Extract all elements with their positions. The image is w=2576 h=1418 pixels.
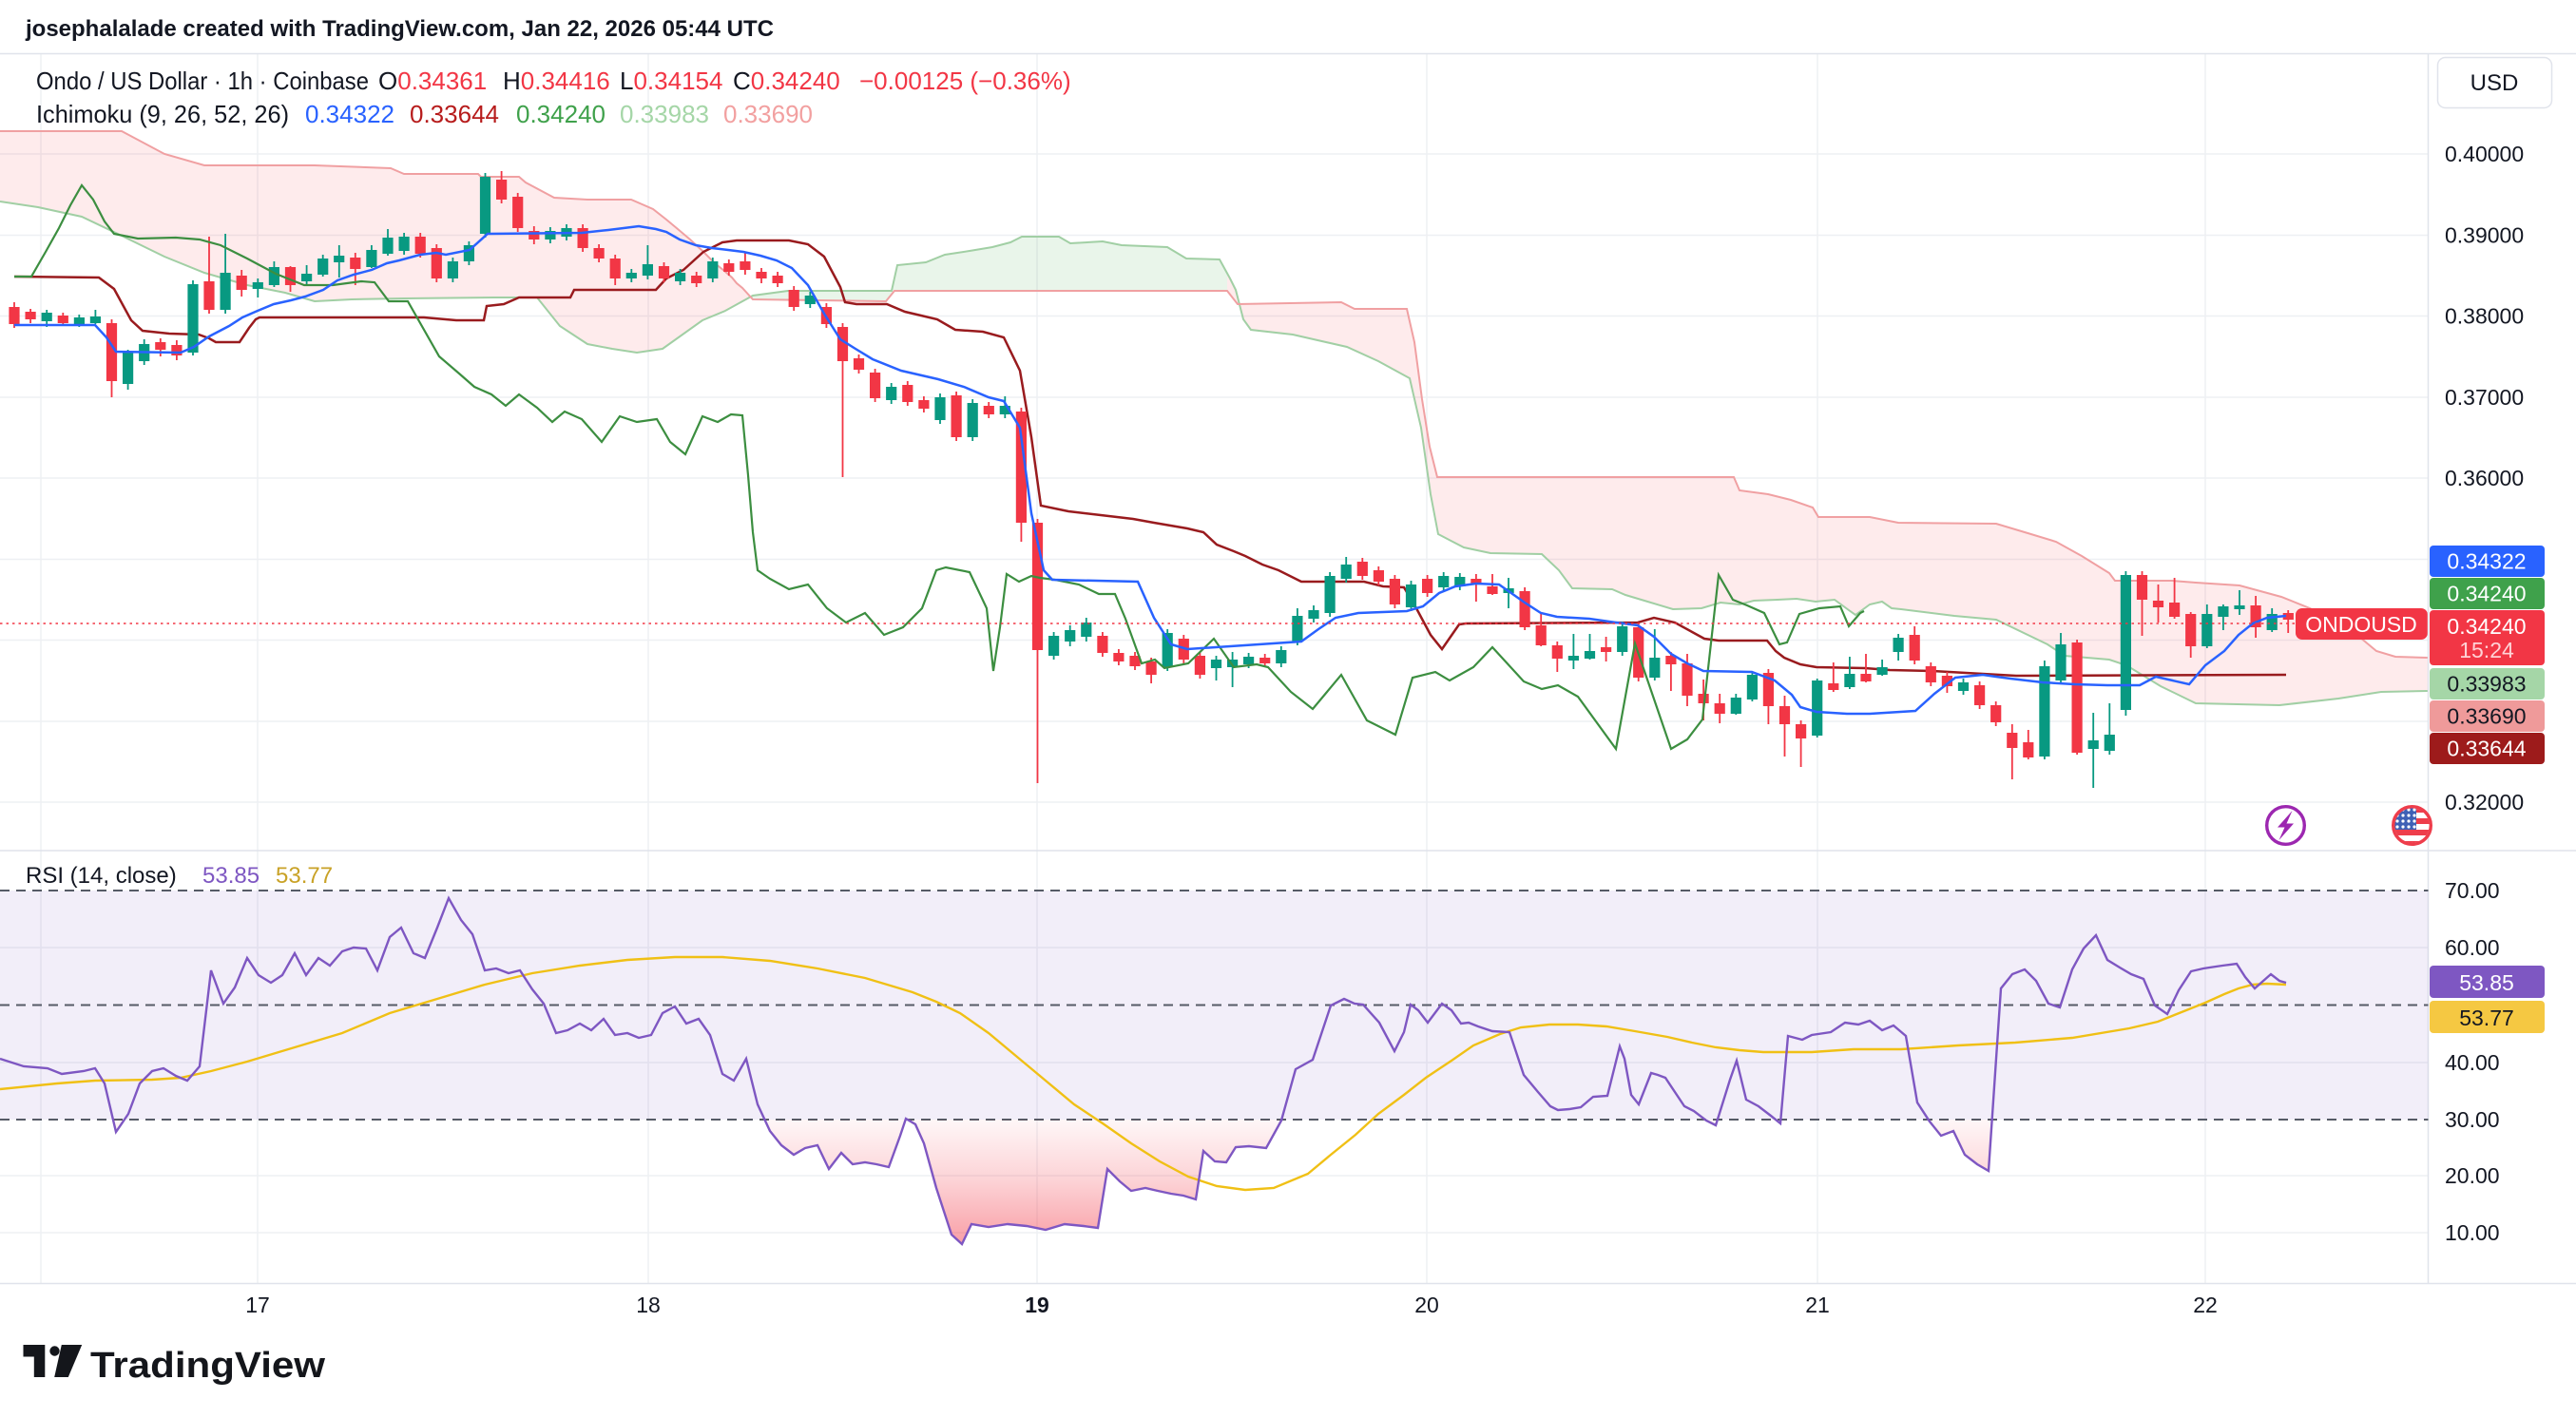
svg-text:0.33644: 0.33644 <box>2447 737 2526 761</box>
svg-text:0.39000: 0.39000 <box>2445 223 2524 248</box>
svg-text:19: 19 <box>1025 1293 1049 1317</box>
svg-text:53.85: 53.85 <box>2459 970 2514 995</box>
svg-text:0.33644: 0.33644 <box>410 100 499 128</box>
svg-text:21: 21 <box>1805 1293 1830 1317</box>
svg-text:30.00: 30.00 <box>2445 1107 2500 1132</box>
svg-text:40.00: 40.00 <box>2445 1050 2500 1075</box>
svg-text:53.77: 53.77 <box>2459 1006 2514 1030</box>
svg-text:53.77: 53.77 <box>276 863 333 889</box>
svg-text:0.33983: 0.33983 <box>620 100 709 128</box>
svg-text:22: 22 <box>2193 1293 2218 1317</box>
svg-text:O0.34361: O0.34361 <box>378 67 487 95</box>
svg-text:Ondo / US Dollar · 1h · Coinba: Ondo / US Dollar · 1h · Coinbase <box>36 67 369 95</box>
svg-text:0.32000: 0.32000 <box>2445 790 2524 814</box>
svg-text:0.33983: 0.33983 <box>2447 672 2526 697</box>
svg-text:60.00: 60.00 <box>2445 935 2500 960</box>
svg-text:18: 18 <box>636 1293 661 1317</box>
svg-text:0.33690: 0.33690 <box>2447 704 2526 729</box>
svg-text:0.40000: 0.40000 <box>2445 142 2524 166</box>
svg-text:20: 20 <box>1414 1293 1439 1317</box>
svg-text:53.85: 53.85 <box>202 863 260 889</box>
svg-text:RSI (14, close): RSI (14, close) <box>26 863 177 889</box>
svg-text:10.00: 10.00 <box>2445 1220 2500 1245</box>
svg-text:0.37000: 0.37000 <box>2445 385 2524 410</box>
svg-text:Ichimoku (9, 26, 52, 26): Ichimoku (9, 26, 52, 26) <box>36 100 289 128</box>
svg-text:0.36000: 0.36000 <box>2445 466 2524 490</box>
svg-text:0.38000: 0.38000 <box>2445 304 2524 329</box>
svg-text:0.34322: 0.34322 <box>305 100 394 128</box>
svg-text:17: 17 <box>245 1293 270 1317</box>
svg-text:0.34322: 0.34322 <box>2447 549 2526 574</box>
svg-text:0.34240: 0.34240 <box>516 100 606 128</box>
svg-text:70.00: 70.00 <box>2445 878 2500 903</box>
svg-text:L0.34154: L0.34154 <box>620 67 722 95</box>
svg-text:0.34240: 0.34240 <box>2447 582 2526 606</box>
svg-text:H0.34416: H0.34416 <box>503 67 610 95</box>
svg-text:−0.00125 (−0.36%): −0.00125 (−0.36%) <box>859 67 1071 95</box>
svg-text:C0.34240: C0.34240 <box>733 67 840 95</box>
svg-text:0.33690: 0.33690 <box>723 100 813 128</box>
svg-text:ONDOUSD: ONDOUSD <box>2305 612 2417 637</box>
svg-text:0.34240: 0.34240 <box>2447 614 2526 639</box>
svg-text:josephalalade created with Tra: josephalalade created with TradingView.c… <box>25 16 774 42</box>
svg-text:20.00: 20.00 <box>2445 1163 2500 1188</box>
svg-text:USD: USD <box>2470 70 2519 96</box>
svg-text:TradingView: TradingView <box>90 1346 325 1386</box>
svg-text:15:24: 15:24 <box>2459 638 2514 662</box>
